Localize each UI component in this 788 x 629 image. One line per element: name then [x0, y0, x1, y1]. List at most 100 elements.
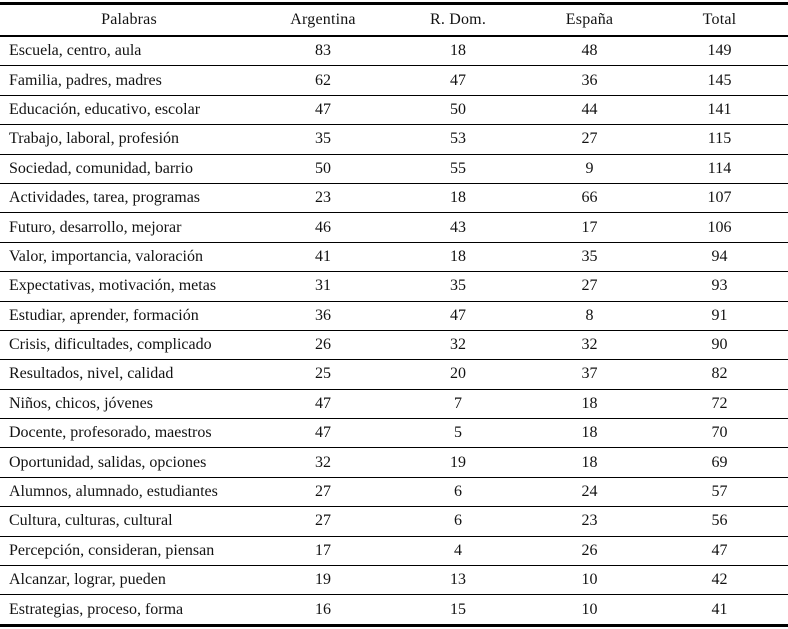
total-value-cell: 94 — [651, 242, 788, 273]
palabras-cell: Crisis, dificultades, complicado — [0, 330, 258, 361]
total-value-cell: 56 — [651, 506, 788, 537]
espana-value-cell: 37 — [528, 359, 651, 390]
palabras-cell: Educación, educativo, escolar — [0, 95, 258, 126]
table-row: Alcanzar, lograr, pueden 19 13 10 42 — [0, 565, 788, 596]
rdom-value-cell: 4 — [388, 536, 528, 567]
rdom-value-cell: 47 — [388, 65, 528, 96]
palabras-cell: Niños, chicos, jóvenes — [0, 389, 258, 420]
palabras-cell: Alcanzar, lograr, pueden — [0, 565, 258, 596]
rdom-value-cell: 55 — [388, 154, 528, 184]
palabras-cell: Resultados, nivel, calidad — [0, 359, 258, 390]
argentina-value-cell: 41 — [258, 242, 388, 273]
total-value-cell: 145 — [651, 65, 788, 96]
espana-value-cell: 36 — [528, 65, 651, 96]
argentina-value-cell: 27 — [258, 477, 388, 508]
espana-value-cell: 23 — [528, 506, 651, 537]
column-header-palabras: Palabras — [0, 3, 258, 37]
argentina-value-cell: 62 — [258, 65, 388, 96]
argentina-value-cell: 32 — [258, 447, 388, 478]
espana-value-cell: 26 — [528, 536, 651, 567]
header-row: Palabras Argentina R. Dom. España Total — [0, 3, 788, 37]
argentina-value-cell: 50 — [258, 154, 388, 184]
total-value-cell: 115 — [651, 124, 788, 155]
table-row: Cultura, culturas, cultural 27 6 23 56 — [0, 506, 788, 537]
palabras-cell: Estudiar, aprender, formación — [0, 301, 258, 331]
palabras-cell: Docente, profesorado, maestros — [0, 418, 258, 449]
argentina-value-cell: 35 — [258, 124, 388, 155]
argentina-value-cell: 23 — [258, 183, 388, 214]
palabras-cell: Trabajo, laboral, profesión — [0, 124, 258, 155]
palabras-cell: Valor, importancia, valoración — [0, 242, 258, 273]
total-value-cell: 149 — [651, 36, 788, 67]
total-value-cell: 93 — [651, 271, 788, 302]
total-value-cell: 57 — [651, 477, 788, 508]
palabras-cell: Estrategias, proceso, forma — [9, 600, 184, 618]
total-value-cell: 47 — [651, 536, 788, 567]
espana-value-cell: 17 — [528, 212, 651, 243]
table-row: Alumnos, alumnado, estudiantes 27 6 24 57 — [0, 477, 788, 508]
total-value-cell: 69 — [651, 447, 788, 478]
table-row: Trabajo, laboral, profesión 35 53 27 115 — [0, 124, 788, 155]
table-row: Oportunidad, salidas, opciones 32 19 18 69 — [0, 447, 788, 478]
espana-value-cell: 10 — [581, 600, 598, 618]
rdom-value-cell: 47 — [388, 301, 528, 331]
espana-value-cell: 27 — [528, 271, 651, 302]
palabras-cell: Oportunidad, salidas, opciones — [0, 447, 258, 478]
rdom-value-cell: 43 — [388, 212, 528, 243]
espana-value-cell: 18 — [528, 418, 651, 449]
total-value-cell: 70 — [651, 418, 788, 449]
palabras-cell: Familia, padres, madres — [0, 65, 258, 96]
rdom-value-cell: 18 — [388, 242, 528, 273]
total-value-cell: 42 — [651, 565, 788, 596]
table-body: Escuela, centro, aula 83 18 48 149 Familia, p… — [0, 36, 788, 625]
espana-value-cell: 44 — [528, 95, 651, 126]
table-row: Percepción, consideran, piensan 17 4 26 47 — [0, 536, 788, 567]
espana-value-cell: 27 — [528, 124, 651, 155]
table-row: Actividades, tarea, programas 23 18 66 107 — [0, 183, 788, 214]
palabras-cell: Sociedad, comunidad, barrio — [0, 154, 258, 184]
column-header-espana: España — [528, 3, 651, 37]
argentina-value-cell: 27 — [258, 506, 388, 537]
argentina-value-cell: 47 — [258, 418, 388, 449]
table-row: Resultados, nivel, calidad 25 20 37 82 — [0, 359, 788, 390]
argentina-value-cell: 31 — [258, 271, 388, 302]
espana-value-cell: 18 — [528, 389, 651, 420]
espana-value-cell: 8 — [528, 301, 651, 331]
rdom-value-cell: 18 — [388, 183, 528, 214]
rdom-value-cell: 5 — [388, 418, 528, 449]
palabras-cell: Alumnos, alumnado, estudiantes — [0, 477, 258, 508]
argentina-value-cell: 46 — [258, 212, 388, 243]
table-row: Estudiar, aprender, formación 36 47 8 91 — [0, 301, 788, 331]
total-value-cell: 82 — [651, 359, 788, 390]
rdom-value-cell: 6 — [388, 506, 528, 537]
rdom-value-cell: 7 — [388, 389, 528, 420]
espana-value-cell: 48 — [528, 36, 651, 67]
argentina-value-cell: 47 — [258, 389, 388, 420]
espana-value-cell: 24 — [528, 477, 651, 508]
argentina-value-cell: 16 — [315, 600, 331, 618]
table-row: Estrategias, proceso, forma 16 15 10 41 — [0, 595, 788, 625]
argentina-value-cell: 36 — [258, 301, 388, 331]
total-value-cell: 107 — [651, 183, 788, 214]
total-value-cell: 91 — [651, 301, 788, 331]
total-value-cell: 90 — [651, 330, 788, 361]
espana-value-cell: 35 — [528, 242, 651, 273]
total-value-cell: 72 — [651, 389, 788, 420]
column-header-rdom: R. Dom. — [388, 3, 528, 37]
rdom-value-cell: 18 — [388, 36, 528, 67]
table-row: Sociedad, comunidad, barrio 50 55 9 114 — [0, 154, 788, 184]
rdom-value-cell: 15 — [450, 600, 466, 618]
argentina-value-cell: 83 — [258, 36, 388, 67]
palabras-cell: Percepción, consideran, piensan — [0, 536, 258, 567]
table-row: Niños, chicos, jóvenes 47 7 18 72 — [0, 389, 788, 420]
rdom-value-cell: 13 — [388, 565, 528, 596]
table-row: Crisis, dificultades, complicado 26 32 32 90 — [0, 330, 788, 361]
argentina-value-cell: 19 — [258, 565, 388, 596]
rdom-value-cell: 53 — [388, 124, 528, 155]
table-row: Valor, importancia, valoración 41 18 35 94 — [0, 242, 788, 273]
palabras-cell: Expectativas, motivación, metas — [0, 271, 258, 302]
espana-value-cell: 32 — [528, 330, 651, 361]
table-row: Educación, educativo, escolar 47 50 44 141 — [0, 95, 788, 126]
total-value-cell: 114 — [651, 154, 788, 184]
